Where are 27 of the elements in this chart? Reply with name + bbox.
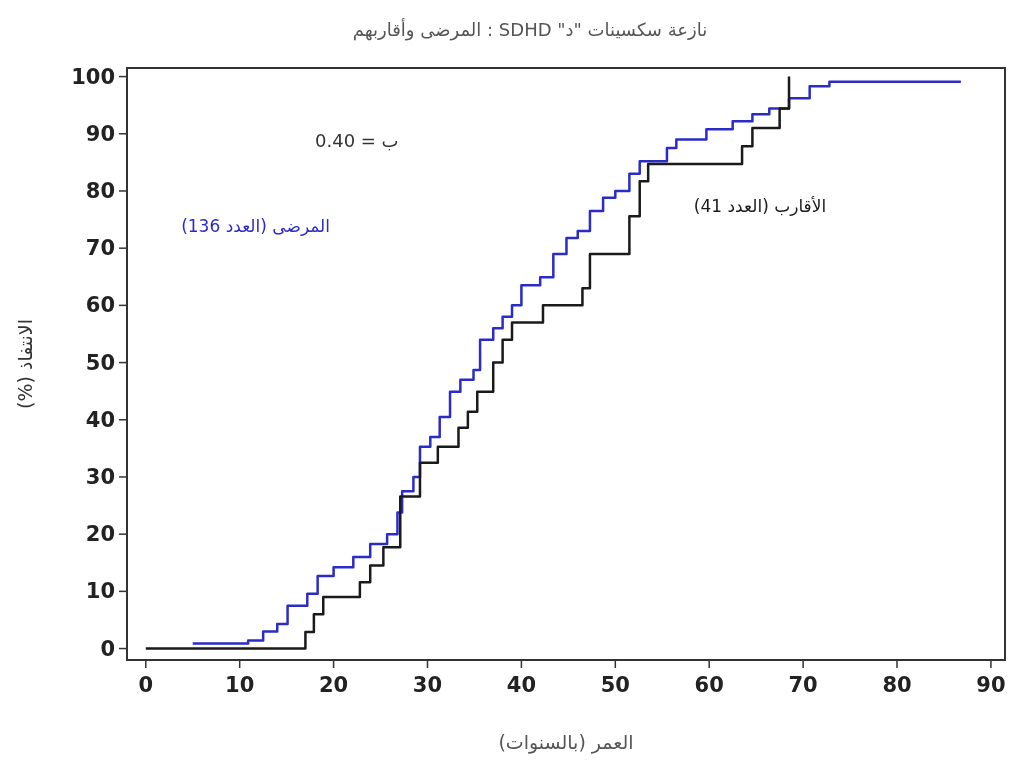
annotation: ب = 0.40 bbox=[315, 130, 399, 151]
y-tick-label: 50 bbox=[85, 350, 115, 375]
y-tick-label: 0 bbox=[100, 636, 115, 661]
x-tick-label: 90 bbox=[976, 673, 1006, 697]
y-tick-label: 80 bbox=[85, 178, 115, 203]
y-tick-label: 100 bbox=[71, 64, 115, 89]
y-tick-label: 60 bbox=[85, 293, 115, 318]
y-tick-label: 70 bbox=[85, 236, 115, 261]
x-tick-label: 80 bbox=[882, 673, 912, 697]
x-tick-label: 40 bbox=[506, 673, 537, 697]
series-label: الأقارب (العدد 41) bbox=[693, 196, 827, 216]
y-tick-label: 90 bbox=[85, 121, 115, 146]
x-tick-label: 70 bbox=[788, 673, 818, 697]
x-tick-label: 20 bbox=[318, 673, 349, 697]
y-tick-label: 40 bbox=[85, 407, 115, 432]
y-tick-label: 10 bbox=[85, 579, 115, 604]
x-tick-label: 30 bbox=[412, 673, 443, 697]
y-tick-label: 20 bbox=[85, 522, 115, 547]
chart-title: نازعة سكسينات "د" SDHD : المرضى وأقاربهم bbox=[352, 18, 708, 41]
text: المرضى (العدد 136) bbox=[181, 216, 330, 236]
y-axis-title: الانتفاذ (%) bbox=[14, 319, 36, 409]
x-axis-title: العمر (بالسنوات) bbox=[498, 731, 634, 754]
x-tick-label: 0 bbox=[138, 673, 154, 697]
y-tick-label: 30 bbox=[85, 464, 115, 489]
x-tick-label: 50 bbox=[600, 673, 630, 697]
x-tick-label: 10 bbox=[225, 673, 255, 697]
x-tick-label: 60 bbox=[694, 673, 724, 697]
